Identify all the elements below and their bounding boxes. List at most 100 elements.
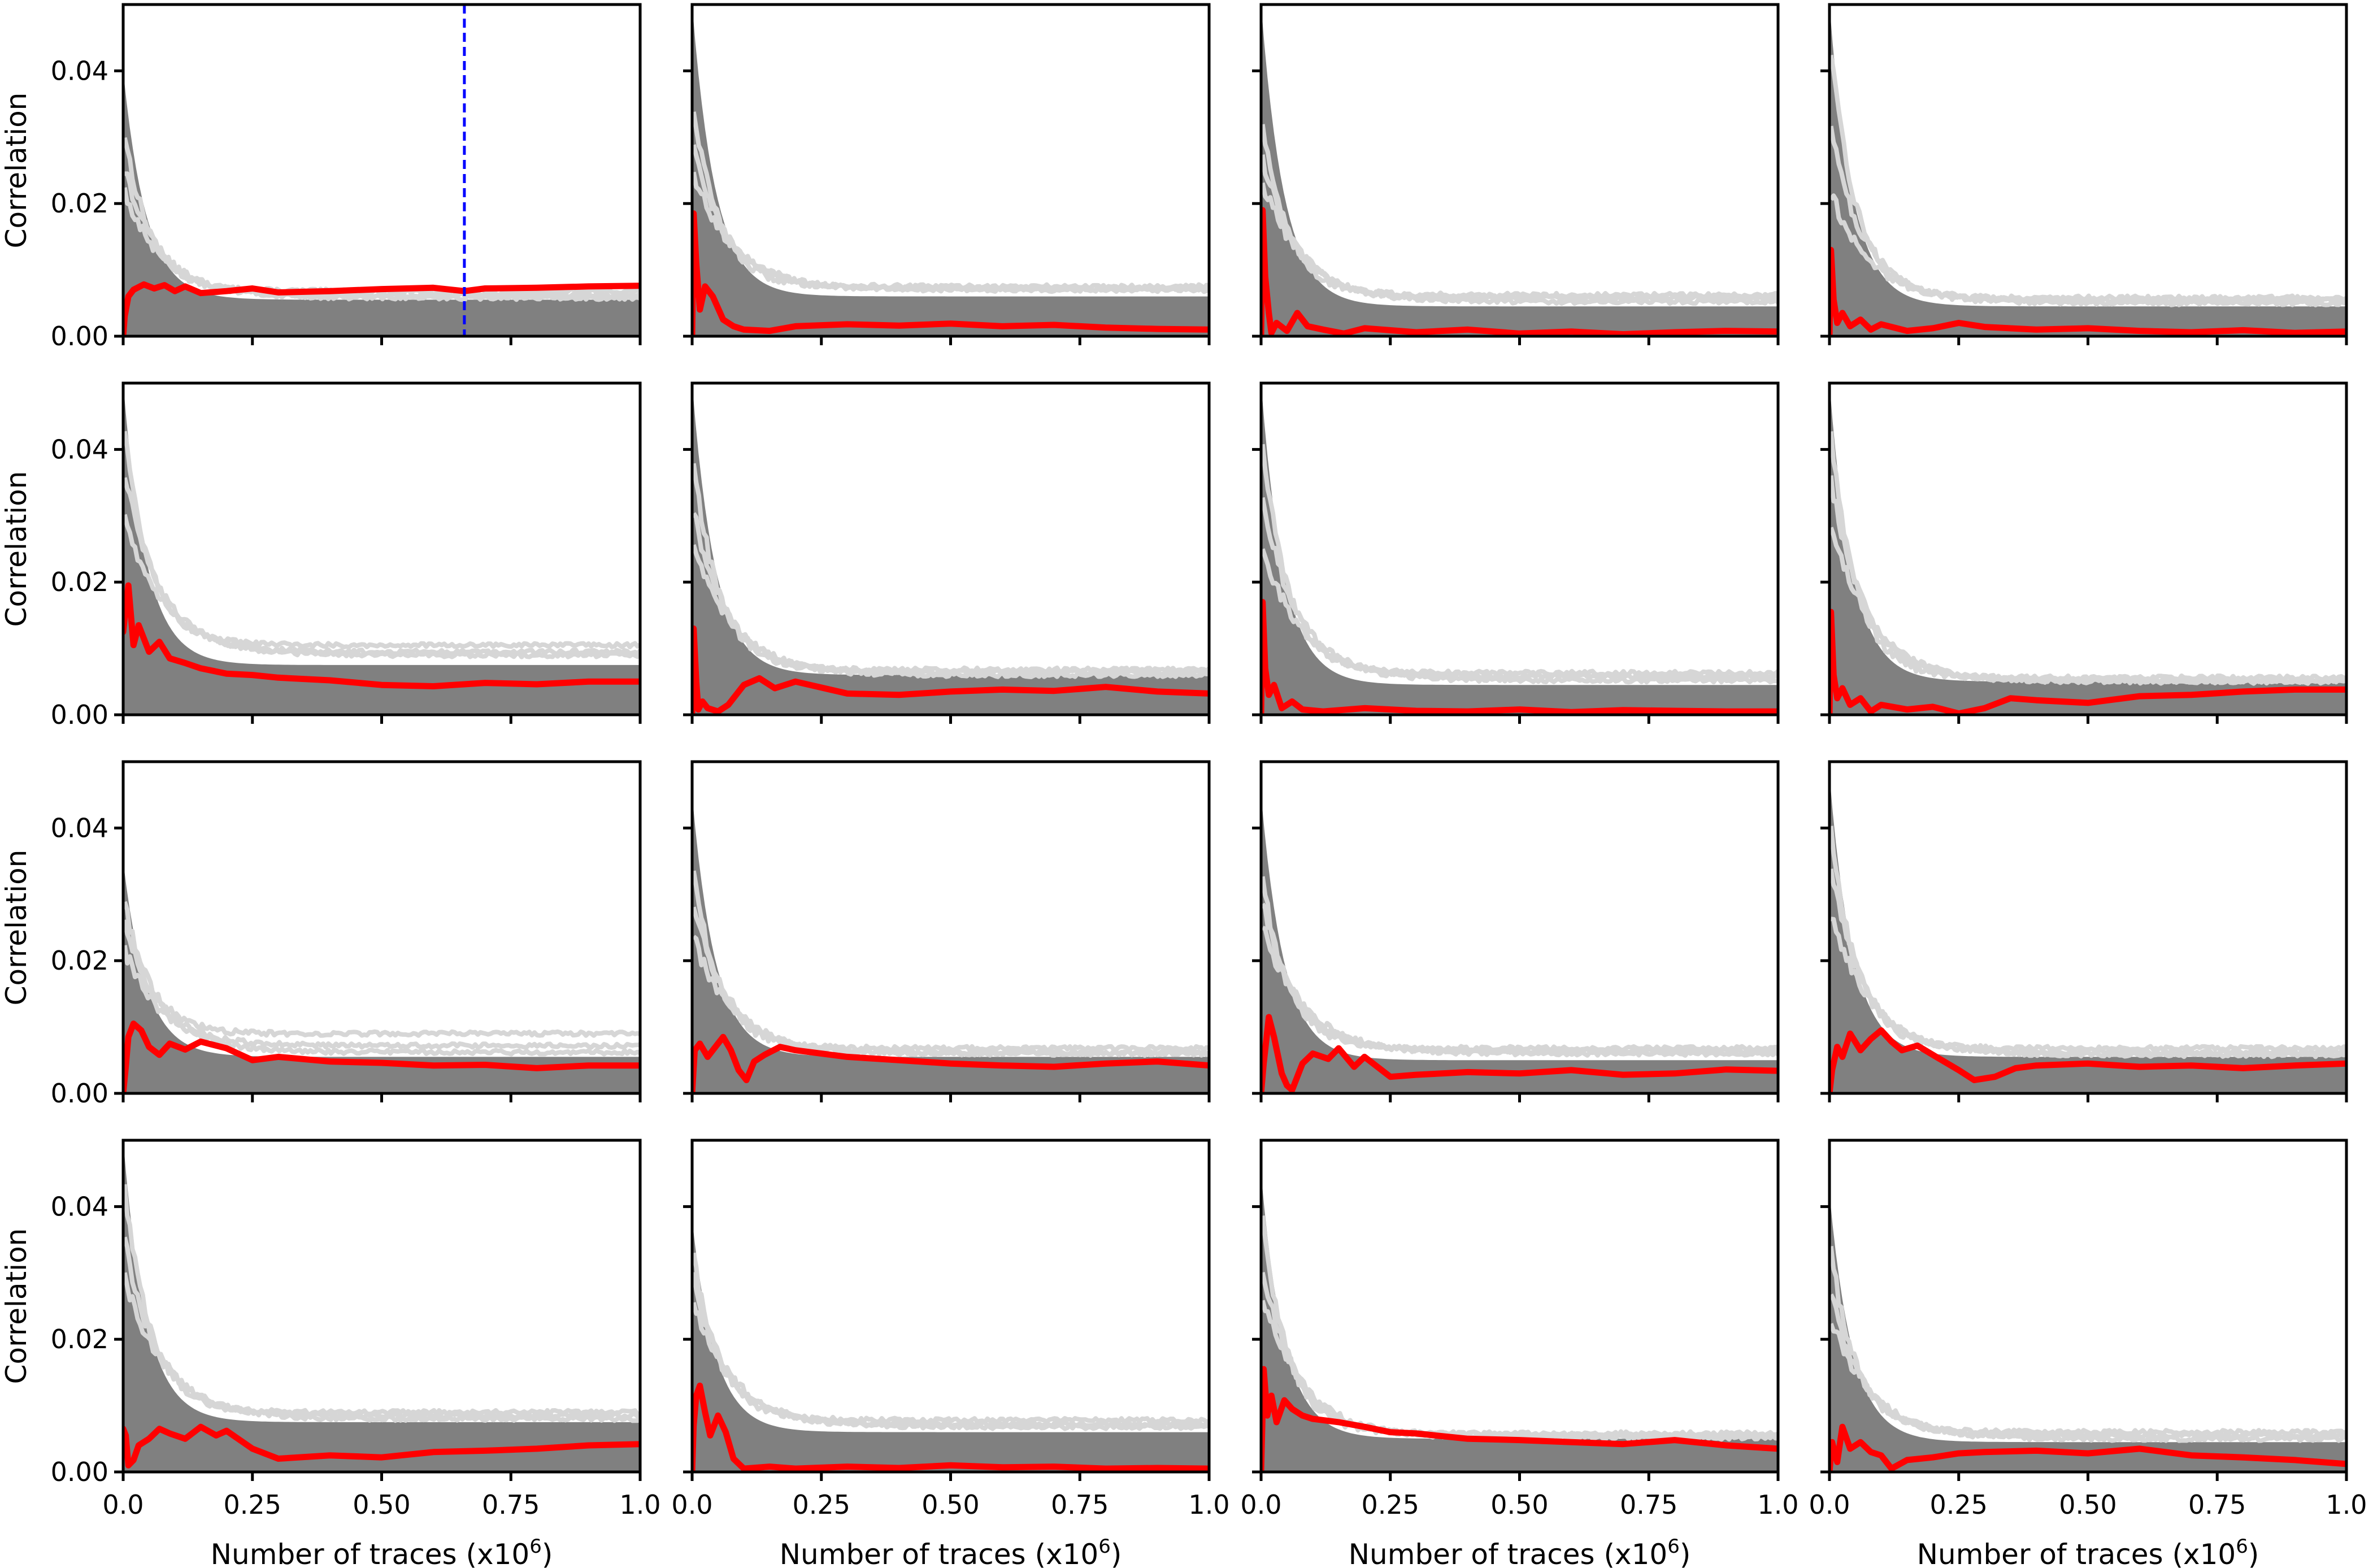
guess-curve-outlier (1829, 527, 2346, 686)
x-tick-label: 0.25 (1930, 1489, 1988, 1520)
x-tick-label: 0.75 (2188, 1489, 2246, 1520)
correct-key-line (123, 1020, 640, 1093)
incorrect-guesses-band (123, 1140, 640, 1472)
panel-plot-area (1261, 5, 1778, 336)
guess-curve-outlier (692, 1302, 1209, 1431)
correct-key-line (1829, 246, 2346, 336)
panel-byte-15: 0.0 0.25 0.50 0.75 1.0 (1240, 1139, 1799, 1520)
panel-plot-area (1829, 5, 2346, 336)
correct-key-line (1829, 1027, 2346, 1093)
guess-curve-outlier (123, 945, 640, 1057)
correct-key-line (1829, 609, 2346, 715)
panel-plot-area (1829, 775, 2346, 1093)
panel-plot-area (123, 861, 640, 1093)
y-axis-label: Correlation (0, 850, 33, 1006)
correct-key-line (1829, 1423, 2346, 1472)
correct-key-line (692, 210, 1209, 336)
incorrect-guesses-band (1829, 775, 2346, 1093)
guess-curve-outlier (1831, 917, 2346, 1059)
correct-key-line (1261, 598, 1778, 715)
guess-curve-outlier (692, 144, 1209, 293)
panel-byte-5: 0.00 0.02 0.04 Correlation (0, 381, 642, 730)
correct-key-line (692, 1033, 1209, 1093)
x-axis-labels: Number of traces (x106) Number of traces … (211, 1535, 2259, 1568)
x-tick-label: 0.25 (1362, 1489, 1419, 1520)
guess-curve-outlier (1261, 497, 1778, 681)
guess-curve-outlier (123, 514, 640, 659)
panel-byte-8 (1820, 381, 2348, 724)
panel-byte-7 (1252, 381, 1780, 724)
incorrect-guesses-band (692, 5, 1209, 336)
x-tick-label: 0.50 (1490, 1489, 1548, 1520)
x-tick-label: 0.0 (1240, 1489, 1281, 1520)
panel-byte-6 (683, 381, 1211, 724)
y-tick-label: 0.02 (51, 945, 108, 976)
correct-key-line (1261, 1366, 1778, 1472)
x-tick-label: 0.0 (671, 1489, 712, 1520)
x-tick-label: 0.75 (1051, 1489, 1109, 1520)
x-tick-label: 1.0 (1757, 1489, 1798, 1520)
panel-byte-3 (1252, 3, 1780, 345)
y-tick-label: 0.00 (51, 321, 108, 351)
incorrect-guesses-band (1829, 5, 2346, 336)
guess-curve-outlier (692, 544, 1209, 679)
x-tick-label: 0.0 (1809, 1489, 1850, 1520)
y-tick-label: 0.02 (51, 188, 108, 219)
y-tick-label: 0.02 (51, 1324, 108, 1354)
panel-plot-area (123, 383, 640, 715)
y-tick-label: 0.04 (51, 55, 108, 86)
x-tick-label: 0.50 (922, 1489, 979, 1520)
guess-curve-outlier (692, 935, 1209, 1058)
correct-key-line (1261, 1014, 1778, 1093)
incorrect-guesses-band (1261, 383, 1778, 715)
x-axis-label: Number of traces (x106) (1349, 1535, 1691, 1568)
x-tick-label: 0.25 (793, 1489, 850, 1520)
x-axis-label: Number of traces (x106) (1917, 1535, 2259, 1568)
panel-plot-area (1261, 794, 1778, 1093)
panel-plot-area (1829, 1193, 2346, 1472)
guess-curve-outlier (1829, 1323, 2346, 1443)
panel-byte-12 (1820, 760, 2348, 1102)
guess-curve-outlier (1829, 1293, 2346, 1440)
panel-plot-area (1829, 383, 2346, 715)
correct-key-line (1261, 207, 1778, 336)
panel-plot-area (692, 383, 1209, 715)
panel-byte-9: 0.00 0.02 0.04 Correlation (0, 760, 642, 1109)
x-tick-label: 1.0 (619, 1489, 660, 1520)
x-tick-label: 0.75 (482, 1489, 540, 1520)
x-tick-label: 1.0 (2326, 1489, 2367, 1520)
y-tick-label: 0.00 (51, 700, 108, 730)
x-tick-label: 0.50 (353, 1489, 410, 1520)
panel-byte-2 (683, 3, 1211, 345)
x-tick-label: 1.0 (1188, 1489, 1229, 1520)
y-tick-label: 0.02 (51, 567, 108, 597)
incorrect-guesses-band (1261, 794, 1778, 1093)
panel-byte-1: 0.00 0.02 0.04 Correlation (0, 3, 642, 351)
panel-plot-area (123, 5, 640, 336)
panel-plot-area (692, 1219, 1209, 1472)
panel-plot-area (1261, 1173, 1778, 1472)
correct-key-line (123, 582, 640, 689)
incorrect-guesses-band (123, 71, 640, 336)
correct-key-line (123, 281, 640, 336)
y-axis-label: Correlation (0, 471, 33, 627)
x-tick-label: 0.25 (224, 1489, 281, 1520)
y-axis-label: Correlation (0, 93, 33, 249)
incorrect-guesses-band (692, 1219, 1209, 1472)
guess-curve-outlier (123, 1272, 640, 1423)
subplot-grid: 0.00 0.02 0.04 Correlation 0.00 0.02 0.04 Corre… (0, 3, 2367, 1520)
panel-plot-area (1261, 383, 1778, 715)
incorrect-guesses-band (1261, 1173, 1778, 1472)
panel-plot-area (692, 5, 1209, 336)
correct-key-line (692, 1382, 1209, 1472)
y-tick-label: 0.04 (51, 434, 108, 464)
guess-curve-outlier (123, 187, 640, 302)
correct-key-line (123, 1423, 640, 1469)
y-tick-label: 0.04 (51, 1191, 108, 1222)
y-tick-label: 0.04 (51, 813, 108, 843)
guess-curve-outlier (692, 171, 1209, 294)
x-tick-label: 0.75 (1620, 1489, 1677, 1520)
guess-curve-outlier (1261, 182, 1778, 306)
